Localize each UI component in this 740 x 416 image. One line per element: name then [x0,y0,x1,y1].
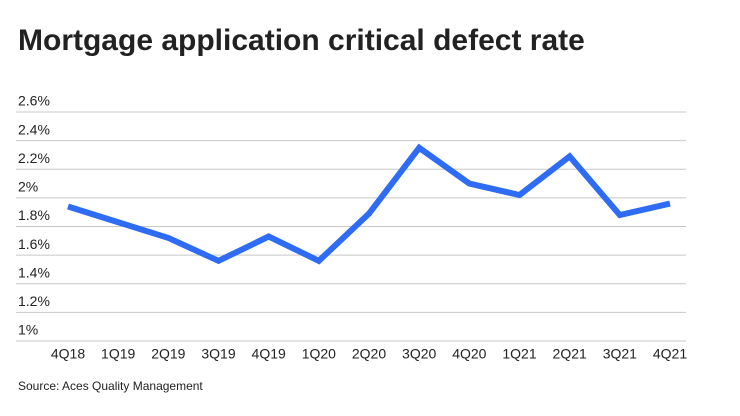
x-tick-label: 3Q20 [402,346,436,362]
x-tick-label: 2Q20 [352,346,386,362]
x-tick-label: 3Q21 [603,346,637,362]
x-tick-label: 1Q20 [302,346,336,362]
y-tick-label: 2% [18,179,38,195]
x-tick-label: 4Q18 [51,346,85,362]
line-series [67,143,671,265]
source: Source: Aces Quality Management [18,379,203,393]
x-tick-label: 3Q19 [201,346,235,362]
x-tick-label: 4Q20 [452,346,486,362]
y-tick-label: 2.2% [18,150,50,166]
y-tick-label: 1% [18,322,38,338]
y-tick-label: 1.4% [18,264,50,280]
y-tick-label: 1.8% [18,207,50,223]
y-tick-label: 1.6% [18,236,50,252]
x-tick-label: 2Q21 [553,346,587,362]
y-tick-label: 2.6% [18,93,50,109]
x-tick-label: 4Q19 [252,346,286,362]
y-tick-label: 2.4% [18,121,50,137]
x-tick-label: 4Q21 [653,346,687,362]
x-tick-label: 2Q19 [151,346,185,362]
y-tick-label: 1.2% [18,293,50,309]
x-tick-label: 1Q21 [502,346,536,362]
x-tick-label: 1Q19 [101,346,135,362]
chart-title: Mortgage application critical defect rat… [18,24,585,57]
